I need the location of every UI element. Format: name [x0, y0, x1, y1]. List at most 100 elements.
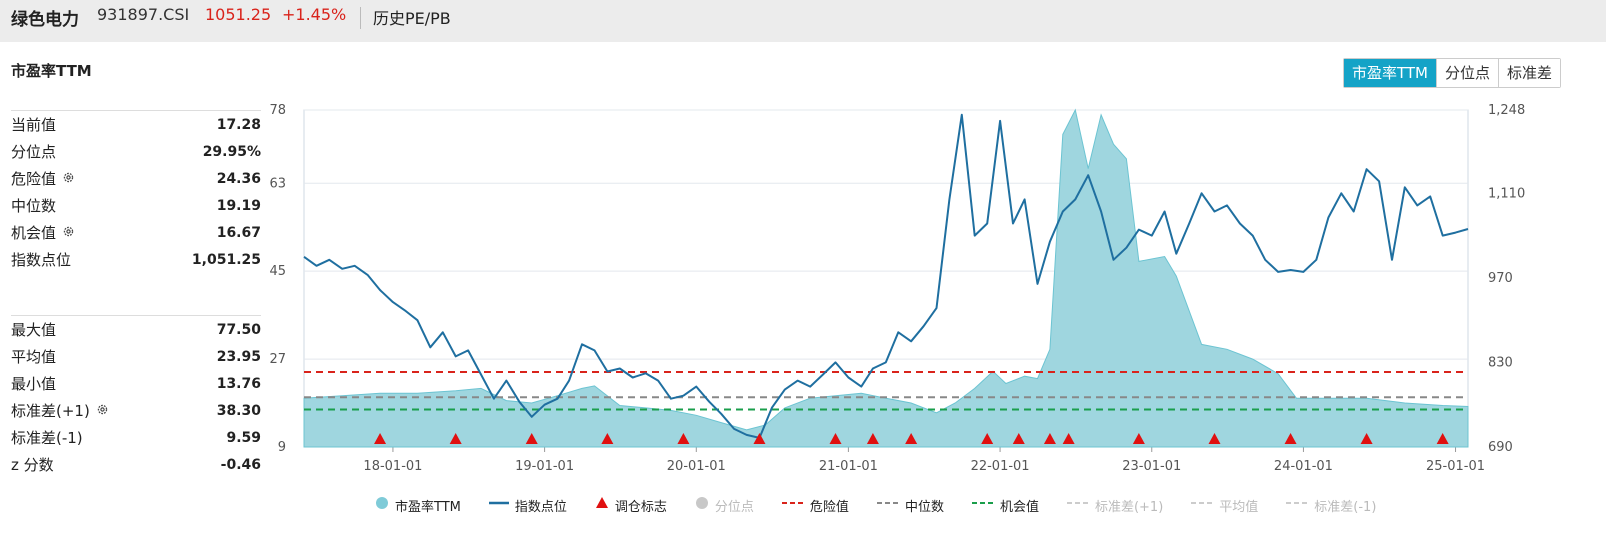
chart-legend: 市盈率TTM 指数点位 调仓标志 分位点 危险值 中位数 机会值 标准差(+1) 平均值 标准差(… — [375, 496, 1404, 515]
legend-label: 指数点位 — [514, 499, 567, 515]
x-tick-label: 24-01-01 — [1274, 459, 1333, 474]
header-divider — [360, 7, 361, 29]
rebalance-marker — [1208, 433, 1221, 444]
stat-label-text: 分位点 — [11, 143, 57, 161]
legend-label: 市盈率TTM — [395, 499, 461, 515]
rebalance-marker — [905, 433, 918, 444]
legend-label: 危险值 — [809, 499, 849, 515]
tab-std-dev[interactable]: 标准差 — [1498, 59, 1561, 87]
stat-row: 当前值 17.28 — [11, 111, 261, 138]
pe-area — [303, 108, 1469, 448]
stat-label: 当前值 — [11, 114, 56, 135]
stat-label: z 分数 — [11, 454, 54, 475]
legend-item[interactable]: 指数点位 — [488, 496, 567, 515]
legend-label: 中位数 — [904, 499, 944, 515]
y-left-tick-label: 78 — [269, 103, 286, 118]
y-left-tick-label: 63 — [269, 176, 286, 191]
y-left-tick-label: 45 — [269, 264, 286, 279]
rebalance-marker — [1012, 433, 1025, 444]
legend-item[interactable]: 调仓标志 — [595, 496, 667, 515]
rebalance-marker — [1284, 433, 1297, 444]
index-name: 绿色电力 — [11, 10, 79, 30]
rebalance-marker — [1062, 433, 1075, 444]
stat-label: 最小值 — [11, 373, 56, 394]
rebalance-marker — [829, 433, 842, 444]
rebalance-marker — [601, 433, 614, 444]
stat-label: 指数点位 — [11, 249, 71, 270]
stat-row: 最小值 13.76 — [11, 370, 261, 397]
legend-label: 平均值 — [1219, 499, 1259, 515]
legend-item[interactable]: 标准差(+1) — [1066, 496, 1164, 515]
stat-label-text: 平均值 — [11, 348, 57, 366]
x-tick-label: 23-01-01 — [1122, 459, 1181, 474]
stat-row: 指数点位 1,051.25 — [11, 246, 261, 273]
rebalance-marker — [1043, 433, 1056, 444]
legend-label: 分位点 — [714, 499, 754, 515]
stat-label: 分位点 — [11, 141, 56, 162]
stat-label-text: 危险值 — [11, 170, 57, 188]
x-tick-label: 18-01-01 — [363, 459, 422, 474]
y-right-tick-label: 830 — [1488, 355, 1513, 370]
stat-value: 9.59 — [226, 429, 261, 446]
tab-pe-ttm[interactable]: 市盈率TTM — [1344, 59, 1437, 87]
stat-label-text: 标准差(+1) — [11, 402, 90, 420]
header-bar: 绿色电力 931897.CSI 1051.25 +1.45% 历史PE/PB — [0, 0, 1606, 42]
legend-item[interactable]: 危险值 — [781, 496, 849, 515]
stat-value: 19.19 — [216, 197, 261, 214]
legend-label: 标准差(-1) — [1314, 499, 1377, 515]
x-tick-label: 25-01-01 — [1426, 459, 1485, 474]
legend-symbol-icon — [488, 496, 515, 514]
legend-symbol-icon — [1286, 496, 1314, 514]
legend-item[interactable]: 标准差(-1) — [1286, 496, 1376, 515]
stat-value: 13.76 — [216, 375, 261, 392]
stat-label-text: 最小值 — [11, 375, 57, 393]
stat-row: 中位数 19.19 — [11, 192, 261, 219]
stat-label: 危险值 — [11, 168, 75, 189]
rebalance-marker — [525, 433, 538, 444]
y-right-tick-label: 970 — [1488, 271, 1513, 286]
stat-label: 最大值 — [11, 319, 56, 340]
rebalance-marker — [1360, 433, 1373, 444]
legend-symbol-icon — [1191, 496, 1219, 514]
stat-row: 标准差(-1) 9.59 — [11, 424, 261, 451]
legend-item[interactable]: 机会值 — [971, 496, 1039, 515]
gear-icon[interactable] — [62, 170, 75, 188]
stat-label: 中位数 — [11, 195, 56, 216]
gear-icon[interactable] — [96, 402, 109, 420]
legend-item[interactable]: 分位点 — [695, 496, 754, 515]
rebalance-marker — [677, 433, 690, 444]
rebalance-marker — [981, 433, 994, 444]
chart-subtitle: 市盈率TTM — [11, 62, 92, 80]
index-change: +1.45% — [282, 5, 347, 24]
stat-row: 平均值 23.95 — [11, 343, 261, 370]
rebalance-marker — [1132, 433, 1145, 444]
stat-label-text: 当前值 — [11, 116, 57, 134]
stat-value: 17.28 — [216, 116, 261, 133]
history-pe-pb-link[interactable]: 历史PE/PB — [373, 9, 451, 28]
metric-tabs: 市盈率TTM 分位点 标准差 — [1343, 58, 1562, 88]
legend-item[interactable]: 平均值 — [1191, 496, 1258, 515]
index-line — [303, 113, 1469, 439]
stat-row: 分位点 29.95% — [11, 138, 261, 165]
stat-label-text: z 分数 — [11, 456, 54, 474]
gear-icon[interactable] — [62, 224, 75, 242]
legend-item[interactable]: 中位数 — [876, 496, 944, 515]
x-tick-label: 20-01-01 — [667, 459, 726, 474]
legend-symbol-icon — [1066, 496, 1095, 514]
stat-value: -0.46 — [220, 456, 261, 473]
stat-row: 标准差(+1) 38.30 — [11, 397, 261, 424]
stat-row: 危险值 24.36 — [11, 165, 261, 192]
y-right-tick-label: 690 — [1488, 440, 1513, 455]
legend-symbol-icon — [595, 496, 615, 514]
legend-item[interactable]: 市盈率TTM — [375, 496, 461, 515]
x-tick-label: 21-01-01 — [819, 459, 878, 474]
rebalance-marker — [449, 433, 462, 444]
stat-row: 机会值 16.67 — [11, 219, 261, 246]
stat-label-text: 最大值 — [11, 321, 57, 339]
rebalance-marker — [1436, 433, 1449, 444]
tab-percentile[interactable]: 分位点 — [1436, 59, 1499, 87]
legend-label: 标准差(+1) — [1094, 499, 1164, 515]
legend-symbol-icon — [971, 496, 1000, 514]
index-code: 931897.CSI — [97, 5, 190, 24]
